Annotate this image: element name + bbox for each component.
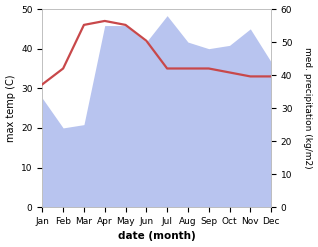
Y-axis label: med. precipitation (kg/m2): med. precipitation (kg/m2)	[303, 47, 313, 169]
Y-axis label: max temp (C): max temp (C)	[5, 74, 16, 142]
X-axis label: date (month): date (month)	[118, 231, 196, 242]
